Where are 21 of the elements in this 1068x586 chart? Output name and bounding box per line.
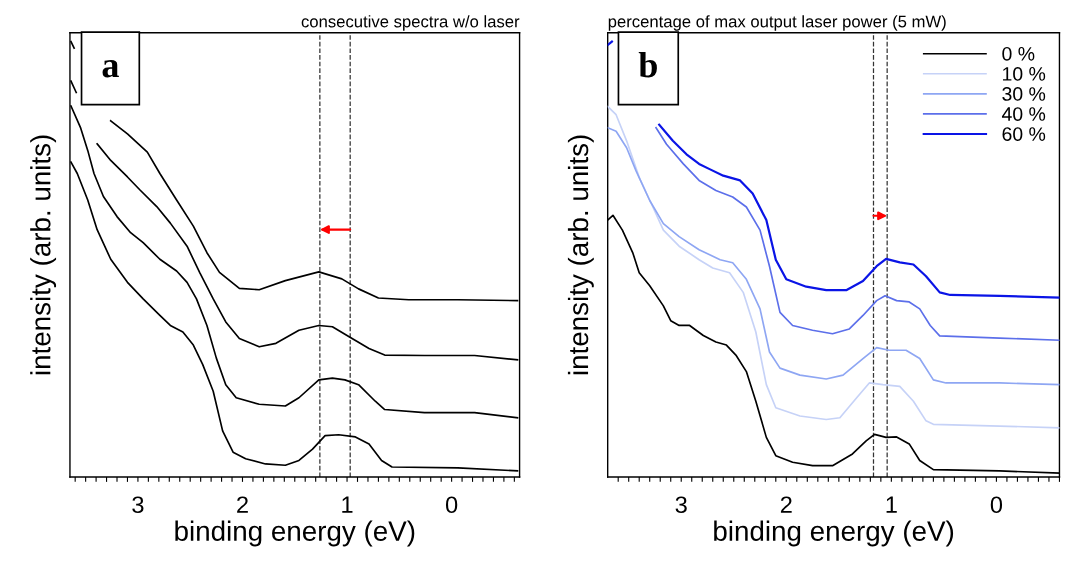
- x-tick-label: 2: [237, 496, 248, 513]
- y-axis-title: intensity (arb. units): [567, 135, 594, 375]
- x-tick-label: 3: [675, 496, 687, 514]
- chart-title: percentage of max output laser power (5 mW): [608, 15, 946, 31]
- x-tick-label: 1: [342, 496, 353, 513]
- x-tick-label: 3: [132, 496, 144, 514]
- x-tick-label: 2: [780, 496, 792, 513]
- legend-label: 30 %: [1002, 87, 1046, 101]
- x-tick-label: 1: [886, 496, 897, 513]
- legend-label: 40 %: [1001, 107, 1046, 121]
- legend-label: 0 %: [1002, 46, 1035, 61]
- annotation: a: [102, 60, 119, 78]
- x-tick-label: 0: [445, 496, 458, 514]
- legend-label: 60 %: [1002, 127, 1046, 141]
- y-axis-title: intensity (arb. units): [30, 135, 57, 375]
- chart-title: consecutive spectra w/o laser: [301, 15, 520, 31]
- x-axis-title: binding energy (eV): [714, 520, 954, 547]
- x-axis-title: binding energy (eV): [175, 520, 415, 547]
- legend-label: 10 %: [1003, 67, 1046, 81]
- x-tick-label: 0: [990, 496, 1003, 514]
- annotation: b: [638, 51, 657, 78]
